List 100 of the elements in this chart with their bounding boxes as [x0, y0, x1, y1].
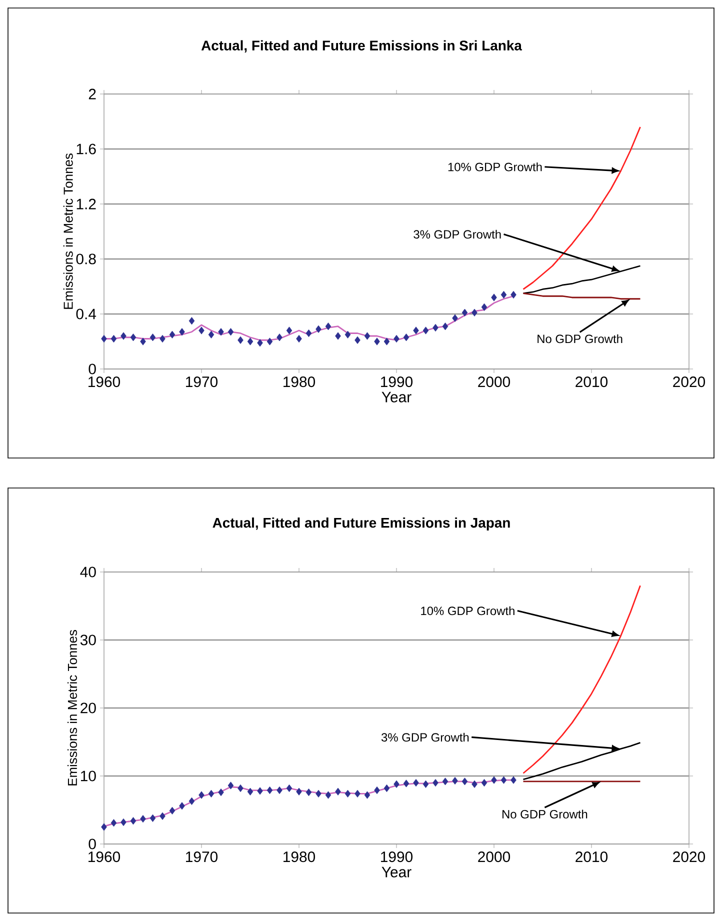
- point: [384, 784, 390, 792]
- point: [218, 788, 224, 796]
- point: [169, 806, 176, 814]
- point: [481, 778, 488, 787]
- point: [150, 814, 156, 822]
- point: [169, 330, 176, 338]
- y-tick-label: 0: [88, 838, 96, 850]
- point: [296, 788, 302, 796]
- point: [296, 334, 302, 343]
- point: [316, 790, 322, 798]
- point: [325, 791, 332, 799]
- point: [500, 290, 507, 299]
- point: [325, 322, 332, 330]
- point: [140, 815, 146, 823]
- point: [442, 778, 448, 786]
- point: [432, 778, 438, 787]
- point: [481, 303, 488, 311]
- point: [101, 823, 107, 831]
- x-tick-label: 2020: [673, 376, 706, 388]
- point: [394, 780, 400, 788]
- point: [413, 326, 419, 334]
- point: [344, 330, 351, 338]
- chart-title: Actual, Fitted and Future Emissions in Sri Lanka: [201, 40, 522, 52]
- point: [452, 314, 458, 322]
- point: [276, 334, 282, 342]
- y-tick-label: 1.2: [76, 198, 96, 210]
- point: [160, 334, 166, 343]
- x-tick-label: 1960: [88, 852, 120, 862]
- point: [150, 334, 156, 342]
- point: [130, 334, 136, 342]
- point: [286, 784, 292, 792]
- point: [306, 788, 312, 796]
- point: [198, 326, 204, 334]
- annotation: 3% GDP Growth: [381, 732, 469, 742]
- point: [306, 329, 312, 338]
- x-axis-title: Year: [382, 392, 412, 402]
- point: [257, 339, 263, 347]
- x-tick-label: 2020: [673, 852, 706, 862]
- point: [188, 797, 195, 805]
- point: [335, 332, 341, 340]
- line-series: [522, 584, 641, 774]
- point: [500, 776, 507, 784]
- point: [228, 328, 234, 336]
- x-tick-label: 2010: [576, 852, 608, 862]
- x-tick-label: 1990: [381, 852, 413, 862]
- x-axis-title: Year: [382, 866, 412, 878]
- point: [491, 776, 497, 784]
- y-tick-label: 20: [80, 702, 96, 714]
- point: [198, 791, 204, 799]
- annotation: 10% GDP Growth: [421, 606, 514, 616]
- x-tick-label: 1960: [88, 376, 120, 388]
- y-tick-label: 1.6: [76, 144, 96, 154]
- x-tick-label: 1980: [284, 376, 316, 388]
- point: [394, 334, 400, 343]
- point: [422, 326, 429, 334]
- point: [364, 332, 370, 340]
- x-tick-label: 2010: [576, 376, 608, 388]
- x-tick-label: 1970: [186, 376, 218, 388]
- point: [257, 787, 263, 795]
- point: [160, 812, 166, 820]
- point: [266, 338, 273, 346]
- x-tick-label: 2000: [478, 376, 510, 388]
- annotation: No GDP Growth: [502, 810, 588, 818]
- point: [188, 317, 195, 325]
- point: [218, 328, 224, 336]
- point: [316, 325, 322, 333]
- point: [403, 780, 410, 788]
- y-tick-label: 0.8: [76, 254, 96, 264]
- x-tick-label: 1990: [381, 376, 413, 388]
- point: [110, 819, 117, 827]
- point: [247, 338, 254, 346]
- point: [179, 328, 185, 336]
- chart-title: Actual, Fitted and Future Emissions in Japan: [212, 517, 510, 530]
- point: [452, 776, 458, 785]
- point: [422, 780, 429, 788]
- annotation: 10% GDP Growth: [448, 162, 542, 172]
- point: [403, 334, 410, 342]
- x-tick-label: 2000: [478, 852, 510, 862]
- y-tick-label: 30: [80, 634, 96, 646]
- point: [335, 788, 341, 796]
- x-tick-label: 1970: [186, 852, 218, 862]
- point: [354, 790, 360, 798]
- point: [432, 324, 438, 332]
- point: [510, 290, 516, 299]
- point: [208, 330, 214, 338]
- point: [510, 776, 516, 784]
- annotation: No GDP Growth: [538, 334, 622, 344]
- point: [101, 334, 107, 343]
- point: [374, 786, 380, 794]
- y-axis-title: Emissions in Metric Tonnes: [68, 630, 78, 786]
- point: [462, 778, 468, 786]
- point: [384, 338, 390, 346]
- point: [238, 336, 244, 344]
- point: [208, 790, 214, 798]
- point: [413, 778, 419, 787]
- point: [266, 786, 273, 794]
- point: [276, 786, 282, 794]
- y-tick-label: 0.4: [76, 308, 96, 320]
- y-tick-label: 0: [88, 364, 96, 374]
- point: [344, 790, 351, 798]
